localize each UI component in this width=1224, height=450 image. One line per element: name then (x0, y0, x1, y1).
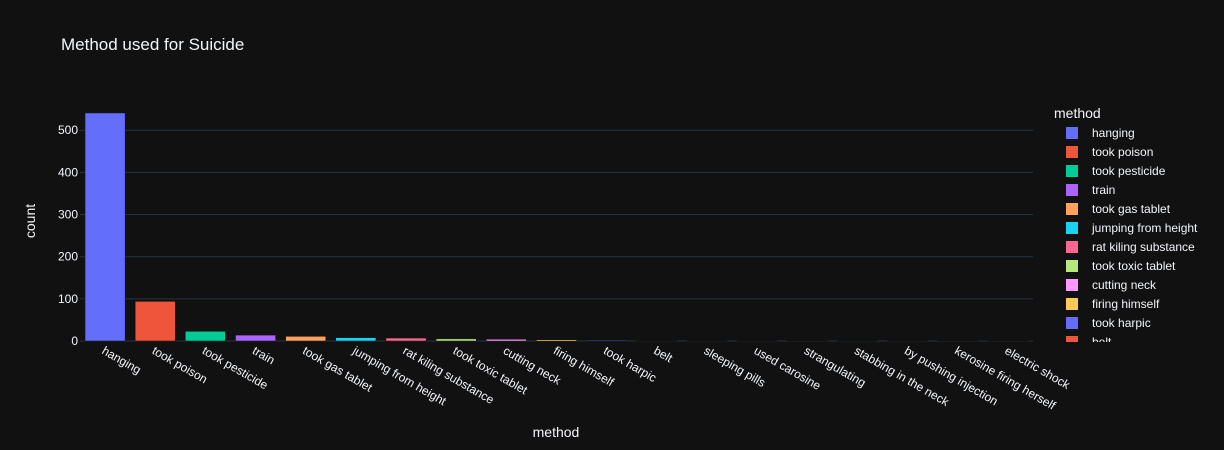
legend-item[interactable]: rat kiling substance (1066, 240, 1195, 254)
legend-label: cutting neck (1092, 278, 1157, 292)
legend-label: belt (1092, 335, 1112, 349)
x-axis-title: method (533, 424, 580, 440)
y-tick-label: 500 (58, 123, 78, 137)
bar-took-harpic[interactable] (586, 339, 627, 342)
legend-item[interactable]: jumping from height (1066, 221, 1198, 235)
legend-swatch (1066, 241, 1078, 253)
legend-label: took gas tablet (1092, 202, 1171, 216)
bar-firing-himself[interactable] (536, 339, 577, 342)
bar-used-carosine[interactable] (736, 340, 778, 342)
legend-swatch (1066, 165, 1078, 177)
legend-swatch (1066, 203, 1078, 215)
legend-item[interactable]: firing himself (1066, 297, 1160, 311)
bar-took-toxic-tablet[interactable] (435, 338, 477, 342)
y-tick-label: 200 (58, 250, 78, 264)
legend-swatch (1066, 279, 1078, 291)
bar-sleeping-pills[interactable] (686, 340, 728, 342)
legend-swatch (1066, 298, 1078, 310)
legend-title: method (1054, 105, 1101, 121)
legend-label: took toxic tablet (1092, 259, 1176, 273)
legend-label: train (1092, 183, 1115, 197)
bar-strangulating[interactable] (786, 340, 828, 342)
bar-stabbing-in-the-neck[interactable] (837, 340, 878, 342)
bar-electric-shock[interactable] (987, 340, 1029, 342)
y-tick-label: 300 (58, 208, 78, 222)
legend-swatch (1066, 222, 1078, 234)
legend-swatch (1066, 146, 1078, 158)
legend-item[interactable]: took toxic tablet (1066, 259, 1176, 273)
legend-swatch (1066, 336, 1078, 342)
bar-took-gas-tablet[interactable] (285, 336, 327, 342)
bar-kerosine-firing-herself[interactable] (937, 340, 979, 342)
legend-item[interactable]: took pesticide (1066, 164, 1166, 178)
bar-train[interactable] (235, 334, 276, 342)
legend-item[interactable]: took harpic (1066, 316, 1151, 330)
legend-swatch (1066, 317, 1078, 329)
legend[interactable]: hanging took poison took pesticide train too… (1066, 126, 1198, 349)
y-axis-title: count (22, 204, 38, 238)
legend-label: took harpic (1092, 316, 1151, 330)
bars (84, 112, 1029, 342)
bar-took-poison[interactable] (134, 301, 176, 342)
legend-item[interactable]: took gas tablet (1066, 202, 1171, 216)
bar-belt[interactable] (636, 340, 678, 342)
y-tick-label: 400 (58, 165, 78, 179)
y-axis-ticks: 0 100 200 300 400 500 (58, 123, 78, 348)
legend-swatch (1066, 184, 1078, 196)
legend-item[interactable]: train (1066, 183, 1115, 197)
legend-label: jumping from height (1091, 221, 1198, 235)
bar-cutting-neck[interactable] (486, 339, 527, 342)
legend-label: rat kiling substance (1092, 240, 1195, 254)
legend-item[interactable]: took poison (1066, 145, 1153, 159)
y-tick-label: 100 (58, 292, 78, 306)
legend-label: hanging (1092, 126, 1135, 140)
bar-jumping-from-height[interactable] (335, 337, 377, 342)
bar-rat-kiling-substance[interactable] (385, 337, 427, 342)
legend-item[interactable]: hanging (1066, 126, 1135, 140)
y-tick-label: 0 (71, 334, 78, 348)
bar-by-pushing-injection[interactable] (887, 340, 928, 342)
legend-swatch (1066, 127, 1078, 139)
legend-label: took poison (1092, 145, 1153, 159)
legend-item[interactable]: belt (1066, 335, 1112, 349)
bar-hanging[interactable] (84, 112, 126, 342)
bar-took-pesticide[interactable] (185, 331, 226, 342)
legend-item[interactable]: cutting neck (1066, 278, 1157, 292)
chart-title: Method used for Suicide (61, 35, 244, 54)
legend-label: took pesticide (1092, 164, 1166, 178)
legend-swatch (1066, 260, 1078, 272)
legend-label: firing himself (1092, 297, 1160, 311)
